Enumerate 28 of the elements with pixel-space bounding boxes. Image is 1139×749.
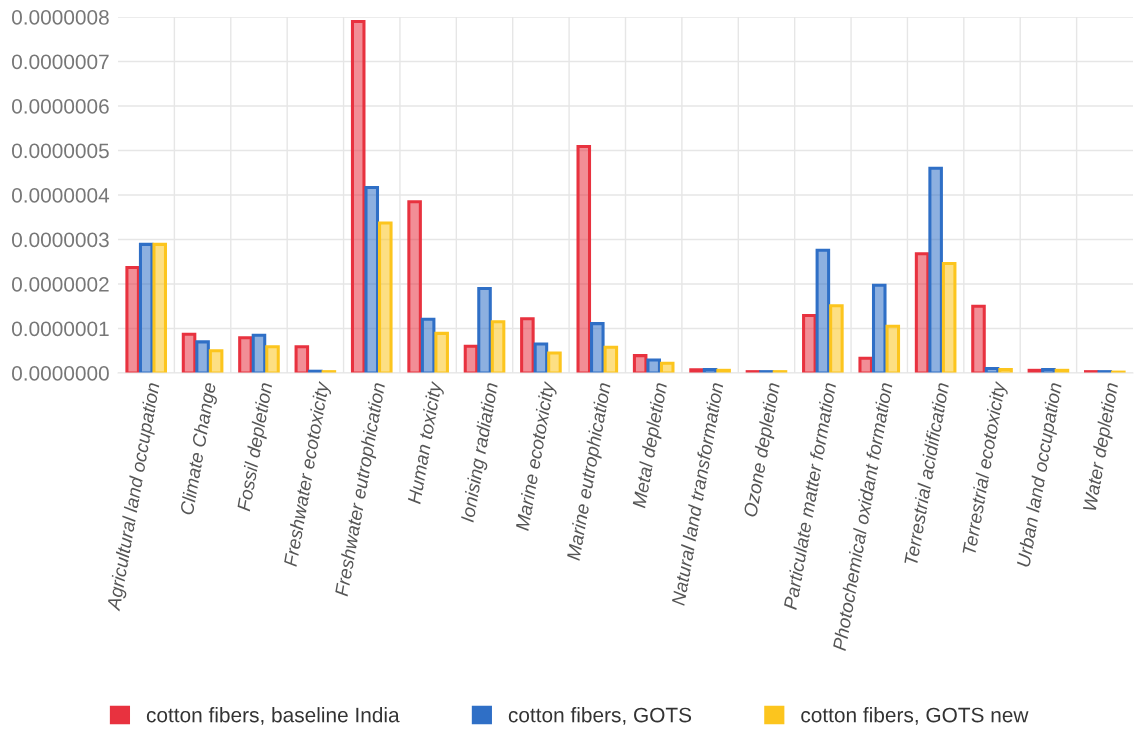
x-tick-label: Freshwater eutrophication — [334, 382, 389, 598]
x-tick-label: Freshwater ecotoxicity — [283, 380, 333, 568]
x-tick-label: Terrestrial acidification — [903, 382, 950, 566]
y-tick-label: 0.0000000 — [12, 366, 109, 381]
x-tick-label: Metal depletion — [631, 382, 671, 510]
y-tick-label: 0.0000007 — [12, 54, 109, 70]
x-tick-label: Marine ecotoxicity — [514, 380, 559, 532]
y-tick-label: 0.0000005 — [12, 143, 109, 159]
legend-label: cotton fibers, GOTS new — [801, 707, 1029, 725]
x-tick-label: Human toxicity — [406, 380, 446, 505]
y-tick-label: 0.0000008 — [12, 10, 109, 25]
x-tick-label: Fossil depletion — [236, 382, 277, 513]
x-tick-label: Marine eutrophication — [566, 382, 615, 562]
y-tick-label: 0.0000006 — [12, 99, 109, 114]
x-tick-label: Particulate matter formation — [782, 382, 837, 610]
x-tick-label: Terrestrial ecotoxicity — [961, 380, 1010, 556]
x-tick-label: Agricultural land occupation — [106, 382, 164, 613]
y-tick-label: 0.0000001 — [12, 321, 109, 337]
x-tick-label: Water depletion — [1082, 382, 1122, 512]
legend-label: cotton fibers, baseline India — [146, 707, 400, 725]
x-tick-label: Ionising radiation — [460, 382, 502, 524]
x-tick-label: Climate Change — [179, 382, 220, 516]
y-tick-label: 0.0000003 — [12, 232, 109, 248]
x-tick-label: Ozone depletion — [742, 382, 784, 518]
legend-label: cotton fibers, GOTS — [508, 707, 692, 725]
y-tick-label: 0.0000004 — [12, 188, 110, 203]
x-tick-label: Urban land occupation — [1016, 382, 1066, 568]
y-tick-label: 0.0000002 — [12, 277, 109, 292]
